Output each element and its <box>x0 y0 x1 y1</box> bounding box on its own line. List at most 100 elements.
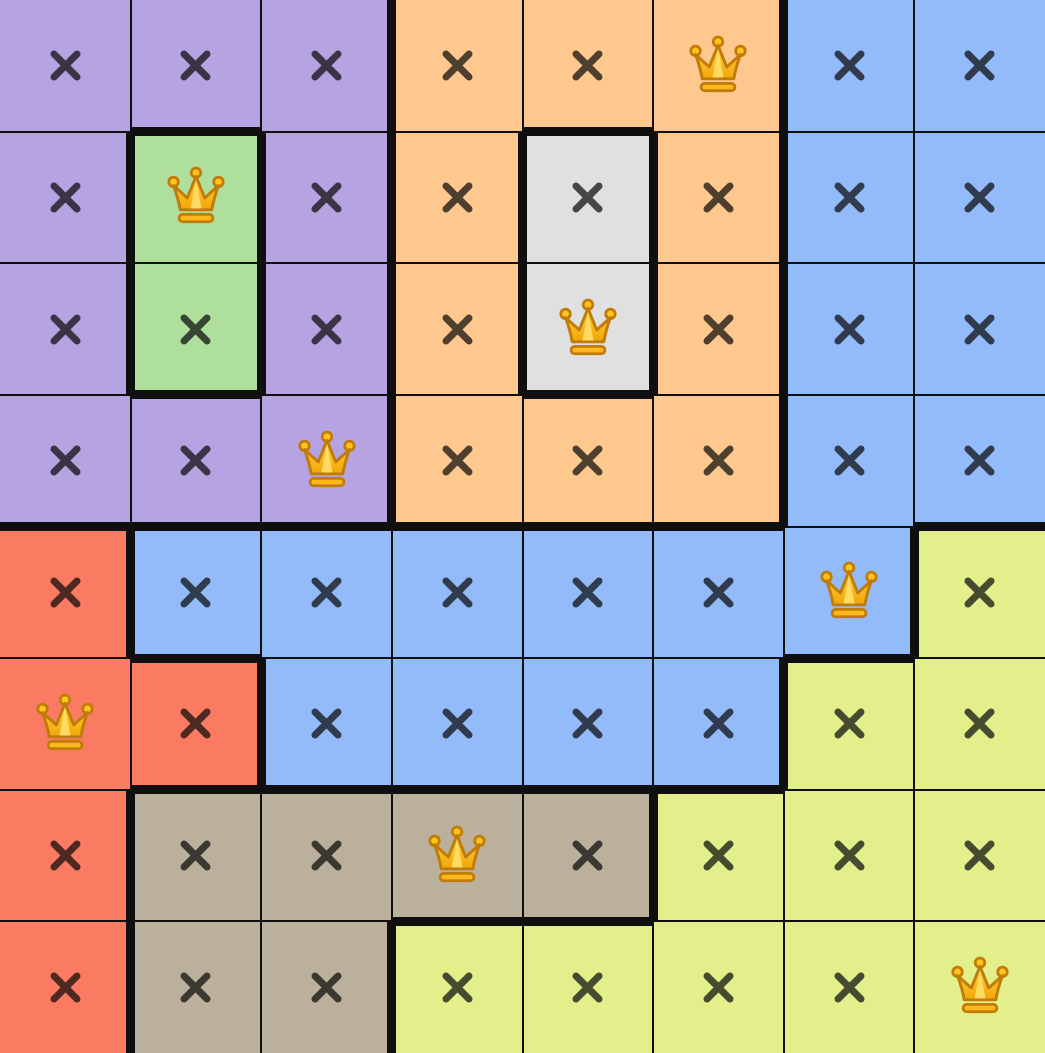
cell-r6c8-yellow[interactable] <box>914 658 1045 790</box>
cell-r3c5-white[interactable] <box>522 263 654 395</box>
cell-r1c8-blue[interactable] <box>914 0 1045 132</box>
cell-r3c1-purple[interactable] <box>0 263 131 395</box>
cell-r4c5-orange[interactable] <box>522 394 654 527</box>
cell-r1c3-purple[interactable] <box>261 0 392 132</box>
cell-r4c6-orange[interactable] <box>653 394 784 527</box>
cell-r6c3-blue[interactable] <box>261 658 392 790</box>
cell-r3c7-blue[interactable] <box>783 263 915 395</box>
cell-r2c2-green[interactable] <box>130 131 262 264</box>
cell-r1c6-orange[interactable] <box>653 0 784 132</box>
cell-r3c6-orange[interactable] <box>653 263 784 395</box>
cell-r6c6-blue[interactable] <box>653 658 784 790</box>
cell-r4c8-blue[interactable] <box>914 394 1045 527</box>
x-mark-icon <box>442 50 473 81</box>
cell-r7c4-taupe[interactable] <box>391 789 523 922</box>
cell-r1c7-blue[interactable] <box>783 0 915 132</box>
x-mark-icon <box>180 840 211 871</box>
cell-r7c5-taupe[interactable] <box>522 789 654 922</box>
cell-r3c8-blue[interactable] <box>914 263 1045 395</box>
cell-r1c5-orange[interactable] <box>522 0 654 132</box>
cell-r4c4-orange[interactable] <box>391 394 523 527</box>
cell-r4c2-purple[interactable] <box>130 394 262 527</box>
queen-icon <box>559 298 617 356</box>
x-mark-icon <box>834 314 865 345</box>
x-mark-icon <box>703 840 734 871</box>
cell-r5c1-red[interactable] <box>0 526 131 659</box>
cell-r6c4-blue[interactable] <box>391 658 523 790</box>
cell-r6c5-blue[interactable] <box>522 658 654 790</box>
cell-r8c1-red[interactable] <box>0 921 131 1053</box>
cell-r5c4-blue[interactable] <box>391 526 523 659</box>
cell-r6c7-yellow[interactable] <box>783 658 915 790</box>
x-mark-icon <box>572 50 603 81</box>
cell-r1c1-purple[interactable] <box>0 0 131 132</box>
x-mark-icon <box>50 445 81 476</box>
cell-r7c3-taupe[interactable] <box>261 789 392 922</box>
cell-r4c3-purple[interactable] <box>261 394 392 527</box>
cell-r2c1-purple[interactable] <box>0 131 131 264</box>
x-mark-icon <box>180 445 211 476</box>
x-mark-icon <box>964 577 995 608</box>
cell-r2c3-purple[interactable] <box>261 131 392 264</box>
x-mark-icon <box>572 972 603 1003</box>
cell-r7c2-taupe[interactable] <box>130 789 262 922</box>
cell-r8c4-yellow[interactable] <box>391 921 523 1053</box>
cell-r6c2-red[interactable] <box>130 658 262 790</box>
cell-r7c1-red[interactable] <box>0 789 131 922</box>
cell-r3c2-green[interactable] <box>130 263 262 395</box>
cell-r8c7-yellow[interactable] <box>783 921 915 1053</box>
cell-r2c5-white[interactable] <box>522 131 654 264</box>
cell-r8c6-yellow[interactable] <box>653 921 784 1053</box>
x-mark-icon <box>180 708 211 739</box>
queen-icon <box>951 956 1009 1014</box>
queen-icon <box>689 35 748 92</box>
x-mark-icon <box>311 50 342 81</box>
x-mark-icon <box>50 840 81 871</box>
x-mark-icon <box>442 445 473 476</box>
x-mark-icon <box>834 972 865 1003</box>
cell-r2c6-orange[interactable] <box>653 131 784 264</box>
x-mark-icon <box>834 840 865 871</box>
x-mark-icon <box>50 182 81 213</box>
x-mark-icon <box>180 972 211 1003</box>
cell-r8c5-yellow[interactable] <box>522 921 654 1053</box>
x-mark-icon <box>311 708 342 739</box>
cell-r6c1-red[interactable] <box>0 658 131 790</box>
cell-r1c4-orange[interactable] <box>391 0 523 132</box>
cell-r1c2-purple[interactable] <box>130 0 262 132</box>
x-mark-icon <box>834 50 865 81</box>
x-mark-icon <box>50 314 81 345</box>
x-mark-icon <box>50 577 81 608</box>
cell-r2c7-blue[interactable] <box>783 131 915 264</box>
cell-r5c8-yellow[interactable] <box>914 526 1045 659</box>
x-mark-icon <box>703 445 734 476</box>
x-mark-icon <box>964 840 995 871</box>
cell-r2c4-orange[interactable] <box>391 131 523 264</box>
cell-r8c3-taupe[interactable] <box>261 921 392 1053</box>
x-mark-icon <box>572 708 603 739</box>
cell-r7c7-yellow[interactable] <box>783 789 915 922</box>
x-mark-icon <box>442 314 473 345</box>
queen-icon <box>428 825 486 882</box>
x-mark-icon <box>311 577 342 608</box>
cell-r2c8-blue[interactable] <box>914 131 1045 264</box>
cell-r3c3-purple[interactable] <box>261 263 392 395</box>
x-mark-icon <box>442 708 473 739</box>
cell-r5c3-blue[interactable] <box>261 526 392 659</box>
cell-r7c6-yellow[interactable] <box>653 789 784 922</box>
cell-r8c8-yellow[interactable] <box>914 921 1045 1053</box>
x-mark-icon <box>50 50 81 81</box>
cell-r5c2-blue[interactable] <box>130 526 262 659</box>
cell-r7c8-yellow[interactable] <box>914 789 1045 922</box>
cell-r4c7-blue[interactable] <box>783 394 915 527</box>
queen-icon <box>36 693 94 751</box>
cell-r5c5-blue[interactable] <box>522 526 654 659</box>
cell-r8c2-taupe[interactable] <box>130 921 262 1053</box>
cell-r5c7-blue[interactable] <box>783 526 915 659</box>
cell-r4c1-purple[interactable] <box>0 394 131 527</box>
x-mark-icon <box>834 708 865 739</box>
x-mark-icon <box>442 577 473 608</box>
x-mark-icon <box>703 577 734 608</box>
cell-r3c4-orange[interactable] <box>391 263 523 395</box>
cell-r5c6-blue[interactable] <box>653 526 784 659</box>
